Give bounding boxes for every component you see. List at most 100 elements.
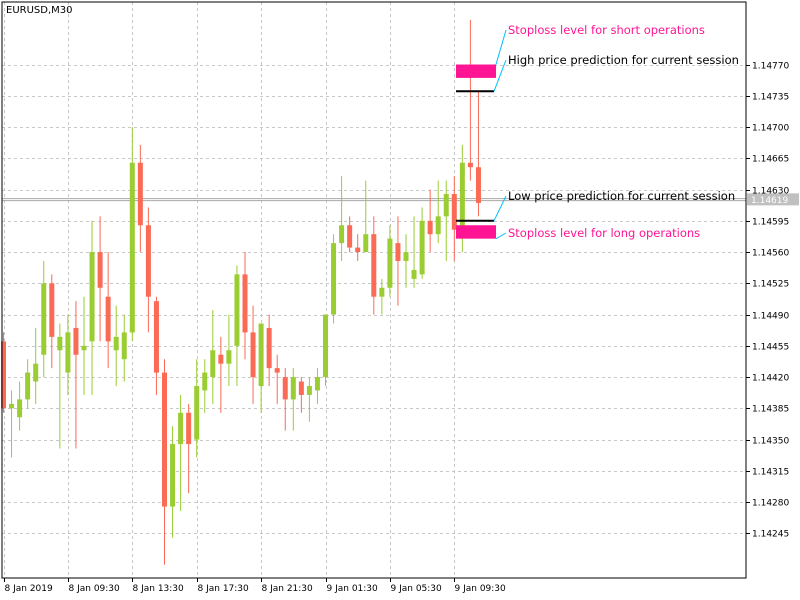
candle-body — [258, 323, 264, 386]
candle-body — [145, 225, 151, 297]
candle-body — [290, 377, 296, 400]
candle-body — [323, 314, 328, 378]
y-tick-label: 1.14770 — [752, 62, 789, 72]
candle-body — [113, 336, 119, 351]
candle-body — [363, 234, 369, 253]
candle — [443, 180, 449, 261]
candle — [347, 216, 353, 253]
candle — [218, 336, 224, 413]
y-tick-label: 1.14735 — [752, 93, 789, 103]
candle-body — [170, 444, 176, 507]
candle — [105, 252, 111, 369]
candle — [113, 305, 119, 386]
annotation-label: Low price prediction for current session — [508, 189, 735, 203]
candle-body — [33, 363, 39, 382]
y-tick-label: 1.14385 — [752, 405, 789, 415]
candle — [162, 359, 167, 565]
candle-body — [178, 412, 184, 445]
y-tick-label: 1.14490 — [752, 312, 789, 322]
candle-body — [9, 403, 15, 409]
candle-body — [210, 350, 216, 378]
current-price-line: 1.14619 — [2, 193, 799, 206]
candle — [137, 144, 143, 253]
y-tick-label: 1.14280 — [752, 499, 789, 509]
leader-line — [493, 59, 507, 92]
leader-line — [495, 29, 507, 65]
candle — [129, 127, 135, 342]
candle — [65, 314, 71, 395]
candle-body — [379, 287, 385, 297]
price-axis: 1.14770 1.14735 1.14700 1.14665 1.14630 1.145… — [746, 62, 789, 540]
candle-body — [419, 220, 425, 275]
candle — [17, 381, 23, 431]
y-tick-label: 1.14315 — [752, 468, 789, 478]
candle — [1, 332, 6, 413]
annotation-high-prediction: High price prediction for current sessio… — [456, 53, 739, 93]
candle-body — [226, 350, 232, 364]
candle-body — [266, 327, 272, 369]
candle-body — [162, 372, 167, 507]
candle-body — [242, 274, 248, 333]
candle-body — [371, 234, 377, 297]
candle-body — [467, 162, 473, 168]
candle — [355, 234, 361, 261]
candle — [274, 354, 280, 404]
leader-line — [493, 195, 507, 222]
candle-body — [41, 283, 47, 355]
candle-body — [186, 412, 192, 445]
candle — [339, 176, 345, 261]
candle-body — [339, 225, 345, 244]
candle-body — [314, 377, 320, 391]
candle — [290, 368, 296, 431]
grid — [2, 2, 746, 578]
x-tick-label: 8 Jan 2019 — [5, 584, 53, 594]
candle-body — [411, 269, 417, 279]
candle-body — [274, 368, 280, 373]
candle — [363, 180, 369, 253]
candle-body — [218, 354, 224, 364]
candle-body — [234, 274, 240, 346]
candle — [387, 225, 393, 297]
candle — [411, 216, 417, 288]
x-tick-label: 9 Jan 05:30 — [391, 584, 443, 594]
candle-body — [65, 332, 71, 373]
stoploss-box — [456, 64, 496, 78]
candle-body — [475, 167, 481, 203]
candle-body — [459, 162, 465, 230]
annotation-label: High price prediction for current sessio… — [508, 53, 739, 67]
y-tick-label: 1.14595 — [752, 218, 789, 228]
candle-body — [355, 247, 361, 253]
leader-line — [495, 232, 507, 240]
candle-body — [25, 372, 31, 400]
candle — [81, 296, 87, 395]
candle-body — [137, 162, 143, 226]
candle — [121, 314, 127, 382]
annotation-stoploss-long: Stoploss level for long operations — [456, 225, 700, 240]
x-tick-label: 8 Jan 17:30 — [198, 584, 250, 594]
candle — [403, 234, 409, 288]
candle — [323, 314, 328, 386]
candle — [194, 359, 200, 458]
candles — [1, 19, 481, 565]
candle — [475, 91, 481, 217]
annotation-label: Stoploss level for long operations — [508, 226, 700, 240]
candle — [379, 278, 385, 315]
candle-body — [282, 377, 288, 400]
y-tick-label: 1.14630 — [752, 187, 789, 197]
candle-body — [121, 332, 127, 360]
candle-body — [403, 252, 409, 261]
candle — [314, 368, 320, 404]
candle-body — [387, 238, 393, 288]
y-tick-label: 1.14525 — [752, 280, 789, 290]
candle-body — [427, 220, 433, 235]
candle-body — [153, 301, 159, 373]
candle-body — [97, 252, 103, 288]
time-axis: 8 Jan 2019 8 Jan 09:30 8 Jan 13:30 8 Jan 17… — [4, 578, 506, 594]
y-tick-label: 1.14420 — [752, 374, 789, 384]
candle-body — [81, 345, 87, 351]
candle — [282, 368, 288, 431]
candle — [25, 359, 31, 409]
candle — [467, 19, 473, 181]
candle — [202, 359, 208, 413]
